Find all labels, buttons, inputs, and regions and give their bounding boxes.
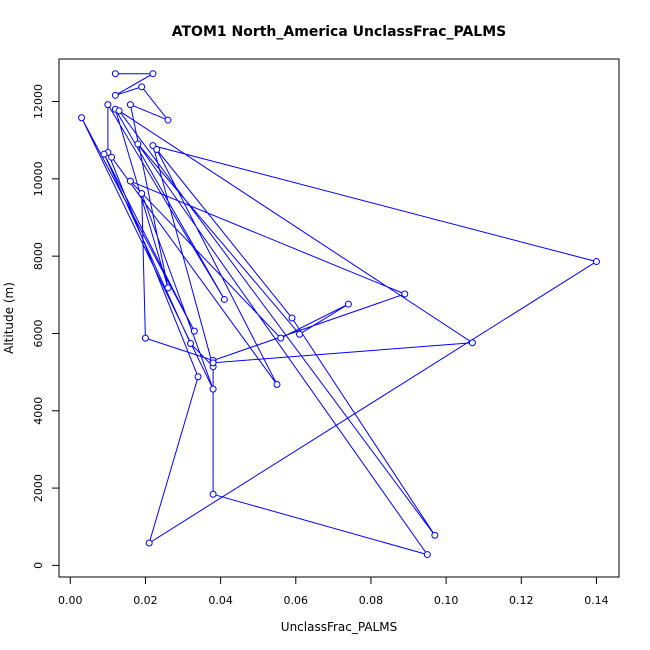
chart-title: ATOM1 North_America UnclassFrac_PALMS xyxy=(172,24,507,40)
x-axis-label: UnclassFrac_PALMS xyxy=(281,620,397,634)
data-point xyxy=(209,385,217,393)
data-point xyxy=(100,150,108,158)
x-tick-label: 0.04 xyxy=(208,594,233,607)
x-tick-label: 0.10 xyxy=(434,594,459,607)
y-tick-label: 8000 xyxy=(32,242,45,270)
data-point xyxy=(126,177,134,185)
y-axis-label: Altitude (m) xyxy=(2,282,16,354)
x-tick-label: 0.08 xyxy=(359,594,384,607)
data-point xyxy=(115,107,123,115)
series-layer xyxy=(78,70,600,559)
data-point xyxy=(104,101,112,109)
y-tick-label: 6000 xyxy=(32,319,45,347)
data-point xyxy=(277,334,285,342)
x-tick-label: 0.02 xyxy=(133,594,158,607)
y-tick-label: 0 xyxy=(32,562,45,569)
y-tick-label: 2000 xyxy=(32,474,45,502)
data-point xyxy=(194,373,202,381)
data-point xyxy=(138,190,146,198)
data-point xyxy=(134,140,142,148)
data-point xyxy=(273,380,281,388)
data-point xyxy=(145,539,153,547)
data-point xyxy=(209,359,217,367)
data-point xyxy=(149,70,157,78)
data-point xyxy=(78,114,86,122)
data-point xyxy=(138,83,146,91)
data-point xyxy=(108,153,116,161)
data-point xyxy=(431,531,439,539)
x-tick-label: 0.06 xyxy=(284,594,309,607)
x-tick-label: 0.00 xyxy=(58,594,83,607)
y-tick-label: 10000 xyxy=(32,161,45,196)
data-point xyxy=(153,145,161,153)
data-point xyxy=(468,339,476,347)
data-point xyxy=(344,300,352,308)
data-point xyxy=(190,327,198,335)
y-tick-label: 12000 xyxy=(32,84,45,119)
data-point xyxy=(401,290,409,298)
data-point xyxy=(296,330,304,338)
data-point xyxy=(164,116,172,124)
data-point xyxy=(220,295,228,303)
data-point xyxy=(187,340,195,348)
data-point xyxy=(164,284,172,292)
data-point xyxy=(288,314,296,322)
x-axis: 0.00 0.02 0.04 0.06 0.08 0.10 0.12 0.14 xyxy=(58,576,609,607)
data-point xyxy=(209,490,217,498)
data-point xyxy=(111,70,119,78)
data-point xyxy=(423,551,431,559)
y-axis: 0 2000 4000 6000 8000 10000 12000 xyxy=(32,84,60,569)
data-point xyxy=(141,334,149,342)
x-tick-label: 0.12 xyxy=(509,594,534,607)
y-tick-label: 4000 xyxy=(32,397,45,425)
data-point xyxy=(111,91,119,99)
x-tick-label: 0.14 xyxy=(584,594,609,607)
data-point xyxy=(126,101,134,109)
data-point xyxy=(592,258,600,266)
series-line xyxy=(81,73,598,556)
